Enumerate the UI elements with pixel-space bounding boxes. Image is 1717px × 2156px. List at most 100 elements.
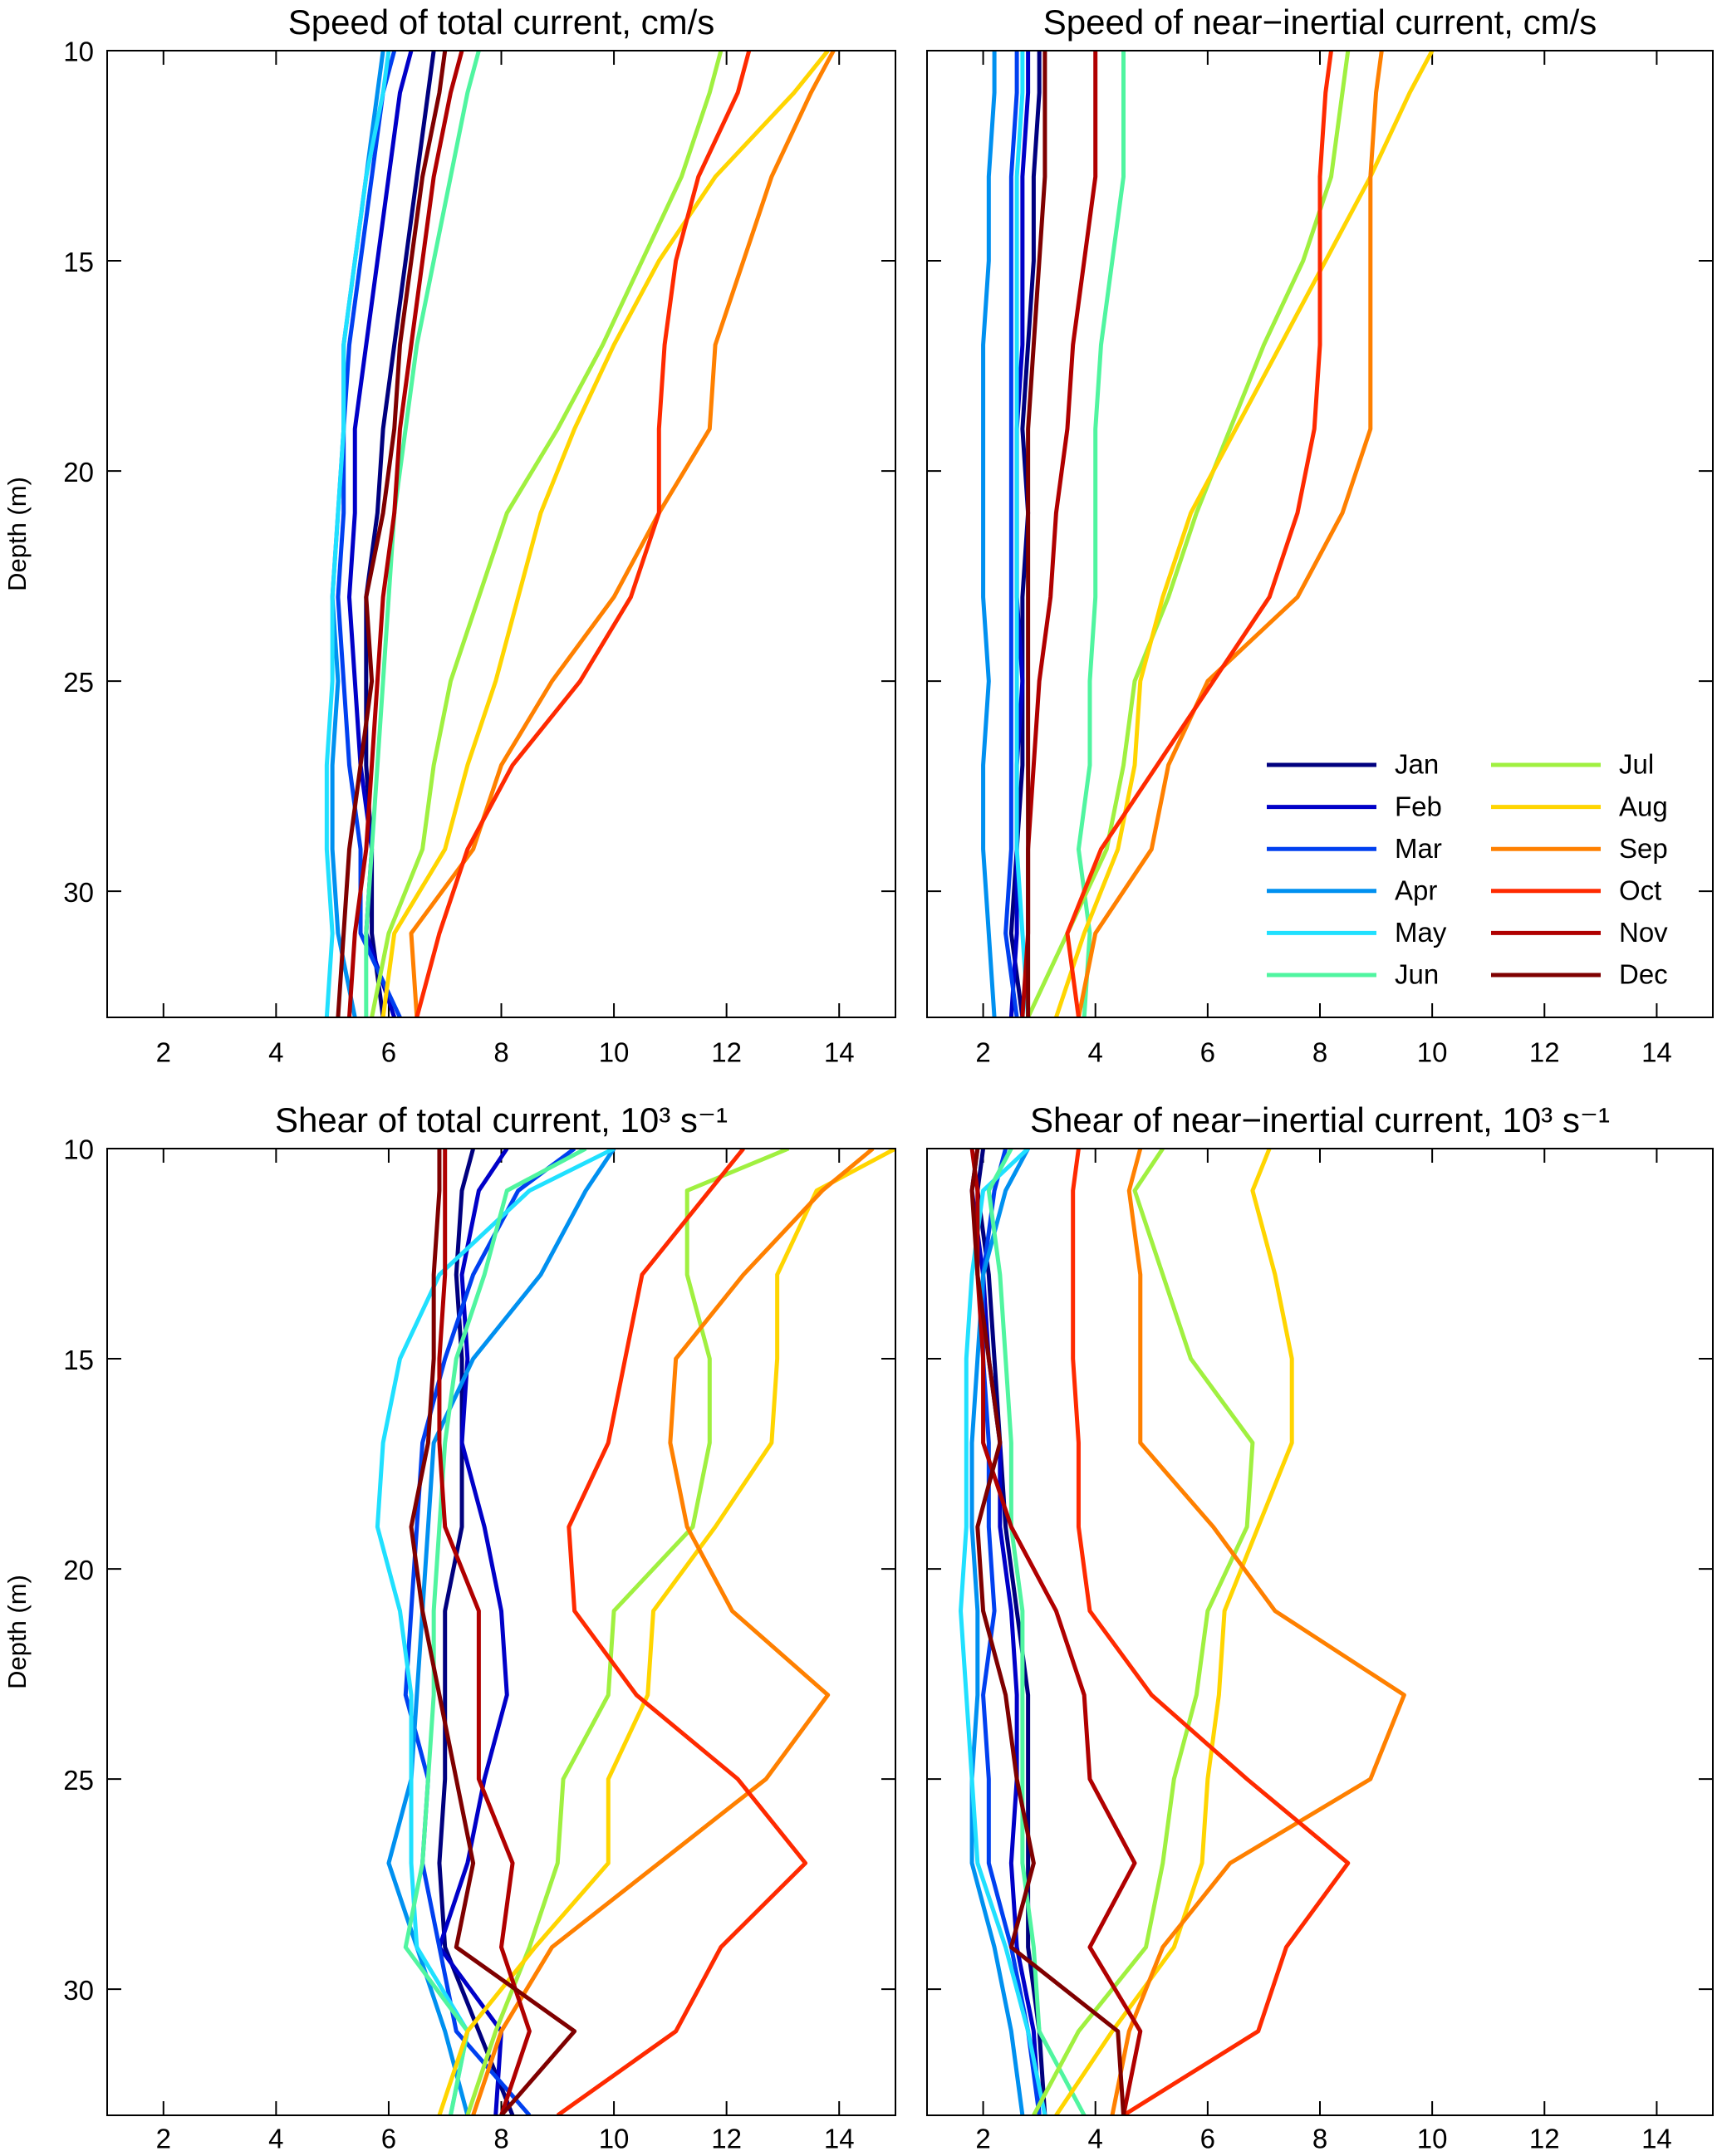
x-tick-label: 8 [493,1037,508,1068]
line-series [364,51,436,1017]
x-tick-label: 6 [1200,2124,1215,2154]
x-tick-label: 10 [599,1037,630,1068]
line-series [1026,51,1047,1017]
y-tick-label: 20 [63,1555,94,1585]
y-tick-label: 25 [63,1765,94,1796]
line-series [370,51,724,1017]
legend-label: Dec [1619,959,1668,990]
line-series [403,1149,576,2115]
line-series [1110,1149,1406,2115]
line-series [981,51,997,1017]
y-tick-label: 10 [63,1134,94,1165]
line-series [1054,51,1435,1017]
line-series [437,1149,515,2115]
line-series [336,51,448,1017]
legend-label: Jun [1395,959,1439,990]
legend-label: May [1395,917,1447,948]
panel: Shear of total current, 10³ s⁻¹ Depth (m)… [2,1100,896,2154]
x-tick-label: 6 [381,2124,396,2154]
x-tick-label: 2 [156,1037,171,1068]
line-series [465,1149,790,2115]
line-series [437,1149,895,2115]
line-series [403,1149,587,2115]
legend-label: Aug [1619,791,1668,821]
line-series [471,1149,875,2115]
line-series [975,1149,1047,2115]
x-tick-label: 2 [975,1037,990,1068]
line-series [415,51,752,1017]
line-series [1076,51,1384,1017]
legend: Jan Feb Mar Apr May Jun Jul Aug Sep Oct Nov Dec [1267,749,1668,990]
line-series [986,1149,1087,2115]
chart-title: Speed of near−inertial current, cm/s [1043,2,1597,42]
line-series [380,51,830,1017]
chart-title: Shear of total current, 10³ s⁻¹ [275,1100,728,1139]
x-tick-label: 8 [1312,2124,1327,2154]
line-series [336,51,402,1017]
x-tick-label: 2 [975,2124,990,2154]
plot-frame [106,50,896,1018]
y-tick-label: 25 [63,667,94,698]
panel: Speed of total current, cm/s Depth (m) 2 4 6… [2,2,896,1068]
y-tick-label: 10 [63,37,94,67]
y-axis-label: Depth (m) [2,477,32,591]
line-series [959,1149,1047,2115]
line-series [969,1149,1030,2115]
panel: Shear of near−inertial current, 10³ s⁻¹ 2… [926,1100,1714,2154]
x-tick-label: 10 [599,2124,630,2154]
x-tick-label: 4 [268,2124,283,2154]
x-tick-label: 12 [711,1037,742,1068]
y-axis-label: Depth (m) [2,1575,32,1689]
plot-frame [106,1148,896,2116]
line-series [969,1149,1126,2115]
x-tick-label: 12 [1529,1037,1560,1068]
x-tick-label: 10 [1417,1037,1448,1068]
x-tick-label: 6 [381,1037,396,1068]
line-series [1054,1149,1294,2115]
x-tick-label: 14 [1641,2124,1672,2154]
line-series [409,51,836,1017]
legend-label: Feb [1395,791,1442,821]
line-series [324,51,391,1017]
x-tick-label: 14 [824,2124,855,2154]
y-tick-label: 15 [63,247,94,277]
x-tick-label: 6 [1200,1037,1215,1068]
y-tick-label: 30 [63,877,94,908]
x-tick-label: 14 [1641,1037,1672,1068]
legend-label: Jan [1395,749,1439,780]
x-tick-label: 14 [824,1037,855,1068]
line-series [1032,1149,1255,2115]
line-series [1076,51,1126,1017]
line-series [409,1149,577,2115]
panel: Speed of near−inertial current, cm/s 2 4 6 8… [926,2,1714,1068]
line-series [346,51,464,1017]
legend-label: Jul [1619,749,1654,780]
line-series [437,1149,509,2115]
x-tick-label: 10 [1417,2124,1448,2154]
line-series [437,1149,532,2115]
line-series [1071,1149,1351,2115]
legend-label: Oct [1619,875,1661,906]
plot-frame [926,1148,1714,2116]
line-series [556,1149,808,2115]
x-tick-label: 2 [156,2124,171,2154]
x-tick-label: 12 [1529,2124,1560,2154]
legend-label: Apr [1395,875,1437,906]
line-series [1014,51,1031,1017]
line-series [1065,51,1333,1017]
line-series [1003,51,1019,1017]
y-tick-label: 15 [63,1345,94,1375]
x-tick-label: 4 [268,1037,283,1068]
line-series [375,1149,616,2115]
line-series [1026,51,1351,1017]
legend-label: Mar [1395,833,1442,864]
chart-title: Shear of near−inertial current, 10³ s⁻¹ [1030,1100,1610,1139]
legend-label: Sep [1619,833,1668,864]
legend-label: Nov [1619,917,1668,948]
x-tick-label: 8 [1312,1037,1327,1068]
y-tick-label: 30 [63,1975,94,2006]
x-tick-label: 4 [1088,2124,1103,2154]
x-tick-label: 4 [1088,1037,1103,1068]
